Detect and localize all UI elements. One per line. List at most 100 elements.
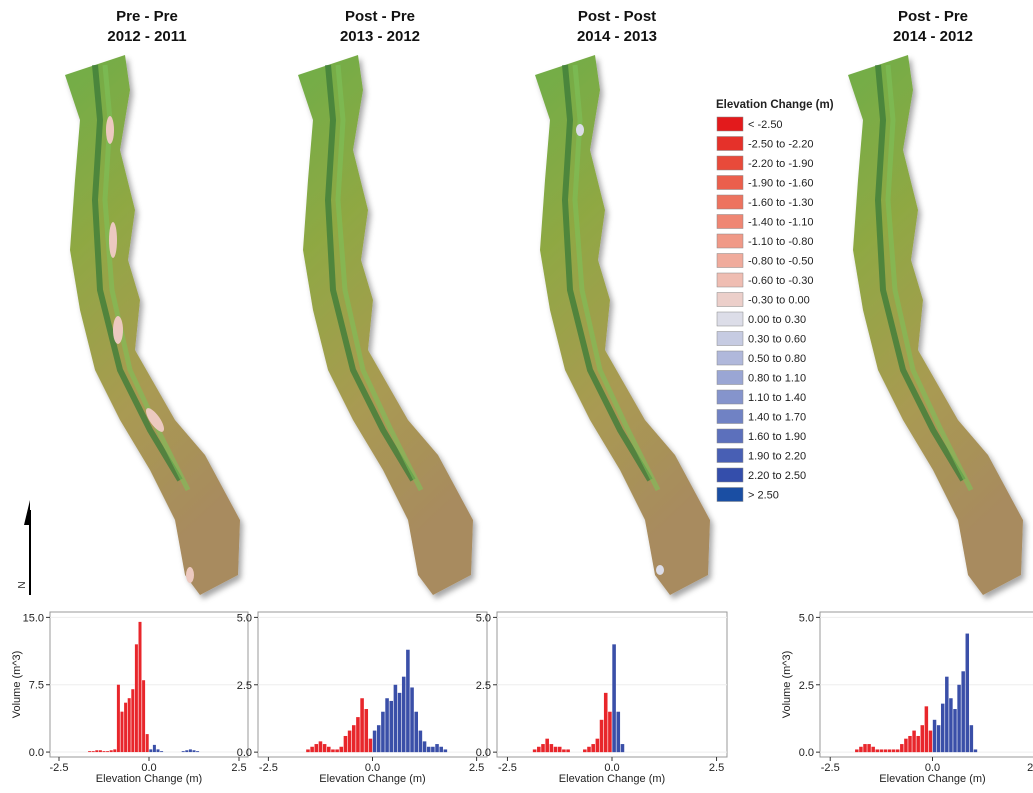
y-tick-label: 0.0 bbox=[237, 747, 252, 759]
bar bbox=[192, 750, 196, 753]
legend-swatch bbox=[716, 467, 744, 483]
bar bbox=[879, 749, 884, 753]
bar bbox=[314, 744, 319, 753]
histogram: 0.0 2.5 5.0 -2.5 0.0 2.5 Elevation Change (m) bbox=[476, 611, 728, 785]
bar bbox=[583, 749, 587, 753]
bar bbox=[932, 719, 937, 753]
legend-label: -0.60 to -0.30 bbox=[748, 275, 813, 287]
bar bbox=[595, 738, 600, 753]
bar bbox=[120, 711, 124, 753]
legend-label: -2.50 to -2.20 bbox=[748, 139, 813, 151]
bar bbox=[965, 633, 970, 753]
legend-swatch bbox=[716, 350, 744, 366]
bar bbox=[368, 738, 373, 753]
bar bbox=[145, 734, 149, 753]
x-tick-label: 0.0 bbox=[925, 762, 940, 774]
bar bbox=[372, 730, 377, 753]
bar bbox=[439, 746, 443, 753]
x-tick-label: 0.0 bbox=[365, 762, 380, 774]
panel-title: Pre - Pre bbox=[116, 8, 178, 25]
bar bbox=[310, 746, 314, 753]
map bbox=[298, 55, 473, 595]
x-tick-label: 2.5 bbox=[1027, 762, 1033, 774]
bar bbox=[895, 749, 900, 753]
legend-swatch bbox=[716, 409, 744, 424]
bar bbox=[393, 684, 398, 753]
y-tick-label: 7.5 bbox=[29, 680, 44, 692]
bar bbox=[924, 706, 929, 753]
bar bbox=[608, 711, 612, 753]
panel-title: Post - Pre bbox=[898, 8, 968, 25]
bar bbox=[422, 741, 427, 753]
legend-swatch bbox=[716, 155, 744, 171]
legend-swatch bbox=[716, 214, 744, 229]
bar bbox=[331, 749, 335, 753]
legend-label: 0.00 to 0.30 bbox=[748, 314, 806, 326]
bar bbox=[138, 621, 142, 753]
bar bbox=[435, 744, 439, 753]
bar bbox=[116, 684, 120, 753]
x-tick-label: -2.5 bbox=[821, 762, 840, 774]
legend-label: < -2.50 bbox=[748, 119, 783, 131]
bar bbox=[347, 730, 352, 753]
histogram: 0.0 2.5 5.0 -2.5 0.0 2.5 Elevation Change (m) V… bbox=[781, 611, 1033, 785]
bar bbox=[900, 744, 904, 753]
bar bbox=[912, 730, 916, 753]
x-axis-label: Elevation Change (m) bbox=[96, 773, 202, 785]
legend-swatch bbox=[716, 370, 744, 385]
bar bbox=[406, 649, 410, 753]
bar bbox=[98, 750, 102, 753]
bar bbox=[160, 751, 164, 753]
bar bbox=[106, 751, 110, 753]
legend-title: Elevation Change (m) bbox=[716, 99, 834, 111]
bar bbox=[855, 749, 859, 753]
x-axis-label: Elevation Change (m) bbox=[319, 773, 425, 785]
bar bbox=[156, 749, 160, 753]
panel-title: Post - Pre bbox=[345, 8, 415, 25]
x-tick-label: 2.5 bbox=[469, 762, 484, 774]
legend-label: 2.20 to 2.50 bbox=[748, 470, 806, 482]
legend-swatch bbox=[716, 116, 744, 132]
y-tick-label: 2.5 bbox=[476, 680, 491, 692]
panel-title: Post - Post bbox=[578, 8, 656, 25]
bar bbox=[859, 746, 863, 753]
bar bbox=[591, 744, 595, 753]
bar bbox=[603, 692, 608, 753]
bar bbox=[389, 700, 394, 753]
y-axis-label: Volume (m^3) bbox=[11, 651, 23, 719]
charts: 0.0 7.5 15.0 -2.5 0.0 2.5 Elevation Change (m)… bbox=[11, 611, 1033, 785]
x-tick-label: -2.5 bbox=[498, 762, 517, 774]
bar bbox=[127, 698, 131, 753]
bar bbox=[928, 730, 933, 753]
bar bbox=[961, 671, 965, 753]
bar bbox=[566, 749, 570, 753]
bar bbox=[360, 698, 364, 753]
bar bbox=[936, 725, 941, 753]
y-axis-label: Volume (m^3) bbox=[781, 651, 793, 719]
bar bbox=[891, 749, 896, 753]
bar bbox=[953, 709, 957, 753]
bar bbox=[401, 676, 406, 753]
x-tick-label: -2.5 bbox=[259, 762, 278, 774]
y-tick-label: 15.0 bbox=[23, 612, 44, 624]
x-tick-label: -2.5 bbox=[50, 762, 69, 774]
legend-label: > 2.50 bbox=[748, 490, 779, 502]
bar bbox=[410, 687, 414, 753]
bar bbox=[414, 711, 418, 753]
legend-swatch bbox=[716, 253, 744, 268]
legend-label: -1.10 to -0.80 bbox=[748, 236, 813, 248]
legend-swatch bbox=[716, 428, 744, 444]
bar bbox=[443, 749, 448, 753]
bar bbox=[587, 746, 591, 753]
bar bbox=[113, 749, 117, 753]
legend-label: 0.50 to 0.80 bbox=[748, 353, 806, 365]
bar bbox=[916, 735, 920, 753]
map bbox=[535, 55, 710, 595]
legend-swatch bbox=[716, 292, 744, 307]
legend-swatch bbox=[716, 194, 744, 210]
y-tick-label: 2.5 bbox=[237, 680, 252, 692]
legend-label: -1.60 to -1.30 bbox=[748, 197, 813, 209]
legend-swatch bbox=[716, 311, 744, 327]
legend-swatch bbox=[716, 331, 744, 346]
